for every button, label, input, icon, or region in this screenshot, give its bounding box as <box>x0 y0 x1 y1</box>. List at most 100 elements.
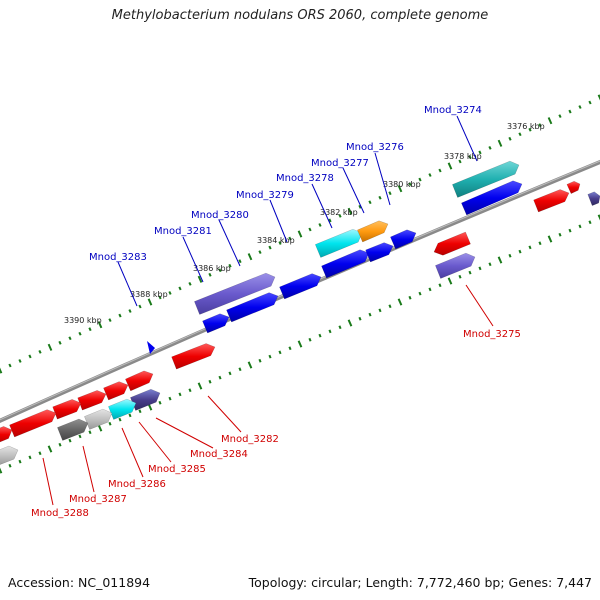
leader-line <box>269 199 288 243</box>
ruler-label: 3382 kbp <box>320 208 358 217</box>
ruler-tick <box>138 409 142 414</box>
gene-label: Mnod_3284 <box>190 449 248 460</box>
gene-arrow[interactable] <box>365 242 394 263</box>
ruler-tick <box>218 375 222 380</box>
ruler-label: 3378 kbp <box>444 152 482 161</box>
ruler-tick <box>497 256 503 264</box>
ruler-tick <box>388 304 392 309</box>
ruler-tick <box>268 245 272 250</box>
ruler-label: 3380 kbp <box>383 180 421 189</box>
ruler-tick <box>68 438 72 443</box>
leader-line <box>155 417 214 449</box>
ruler-tick <box>478 266 482 271</box>
gene-arrow[interactable] <box>171 343 216 370</box>
ruler-tick <box>247 361 253 369</box>
gene-arrow[interactable] <box>279 273 322 300</box>
gene-arrow[interactable] <box>587 191 600 206</box>
gene-arrow[interactable] <box>108 398 137 420</box>
ruler-tick <box>368 200 372 205</box>
gene-arrow[interactable] <box>77 390 107 411</box>
ruler-tick <box>358 204 362 209</box>
ruler-tick <box>497 139 503 147</box>
ruler-tick <box>508 253 512 258</box>
ruler-tick <box>547 235 553 243</box>
ruler-tick <box>528 127 532 132</box>
ruler-tick <box>518 249 522 254</box>
gene-label: Mnod_3285 <box>148 464 206 475</box>
ruler-tick <box>568 109 572 114</box>
ruler-tick <box>197 382 203 390</box>
ruler-tick <box>338 213 342 218</box>
gene-arrow[interactable] <box>433 231 471 256</box>
ruler-tick <box>208 272 212 277</box>
ruler-tick <box>288 346 292 351</box>
ruler-tick <box>478 150 482 155</box>
leader-line <box>456 115 478 162</box>
ruler-tick <box>118 417 122 422</box>
gene-arrow[interactable] <box>226 292 279 323</box>
ruler-tick <box>308 227 312 232</box>
gene-arrow[interactable] <box>435 252 476 279</box>
ruler-tick <box>408 182 412 187</box>
ruler-tick <box>297 340 303 348</box>
ruler-tick <box>297 230 303 238</box>
ruler-tick <box>428 287 432 292</box>
gene-label: Mnod_3283 <box>89 252 147 263</box>
ruler-tick <box>408 295 412 300</box>
gene-arrow[interactable] <box>130 388 161 411</box>
ruler-tick <box>447 277 453 285</box>
ruler-tick <box>588 100 592 105</box>
gene-arrow[interactable] <box>194 272 276 315</box>
gene-arrow[interactable] <box>314 228 363 258</box>
ruler-ticks-outer <box>0 94 600 374</box>
ruler-tick <box>158 295 162 300</box>
gene-arrow[interactable] <box>0 445 19 466</box>
gene-arrow[interactable] <box>202 313 230 334</box>
gene-arrow[interactable] <box>84 408 113 430</box>
ruler-tick <box>258 250 262 255</box>
gene-label: Mnod_3286 <box>108 479 166 490</box>
ruler-tick <box>597 94 600 101</box>
gene-labels: Mnod_3274 Mnod_3276 Mnod_3277 Mnod_3278 … <box>31 105 521 519</box>
ruler-tick <box>8 463 12 468</box>
gene-arrow[interactable] <box>461 180 523 216</box>
ruler-tick <box>528 245 532 250</box>
ruler-tick <box>318 333 322 338</box>
ruler-tick <box>428 173 432 177</box>
ruler-tick <box>38 349 42 354</box>
ruler-tick <box>38 451 42 456</box>
ruler-tick <box>247 253 253 261</box>
ruler-tick <box>188 388 192 393</box>
genome-summary-text: Topology: circular; Length: 7,772,460 bp… <box>248 575 592 590</box>
ruler-tick <box>278 350 282 355</box>
gene-arrow[interactable] <box>57 418 89 441</box>
gene-arrow[interactable] <box>103 381 129 401</box>
gene-arrow[interactable] <box>9 409 57 438</box>
ruler-tick <box>58 340 62 345</box>
ruler-tick <box>108 318 112 323</box>
gene-label: Mnod_3277 <box>311 158 369 169</box>
ruler-tick <box>128 309 132 313</box>
gene-arrow[interactable] <box>125 370 154 392</box>
gene-label: Mnod_3281 <box>154 226 212 237</box>
ruler-label: 3376 kbp <box>507 122 545 131</box>
gene-label: Mnod_3274 <box>424 105 482 116</box>
ruler-tick <box>138 304 142 309</box>
gene-arrow[interactable] <box>52 399 82 420</box>
gene-arrow[interactable] <box>566 180 581 194</box>
ruler-tick <box>97 321 103 329</box>
ruler-tick <box>28 455 32 460</box>
gene-arrow[interactable] <box>321 249 370 279</box>
ruler-tick <box>588 220 592 225</box>
gene-arrow[interactable] <box>533 189 570 213</box>
ruler-tick <box>68 336 72 341</box>
gene-arrow[interactable] <box>357 220 389 243</box>
gene-arrow[interactable] <box>0 426 13 443</box>
ruler-tick <box>397 298 403 306</box>
ruler-tick <box>438 283 442 288</box>
ruler-label: 3384 kbp <box>257 236 295 245</box>
gene-arrow[interactable] <box>452 160 520 198</box>
ruler-tick <box>308 337 312 342</box>
gene-arrow[interactable] <box>390 229 417 250</box>
ruler-tick <box>578 105 582 109</box>
